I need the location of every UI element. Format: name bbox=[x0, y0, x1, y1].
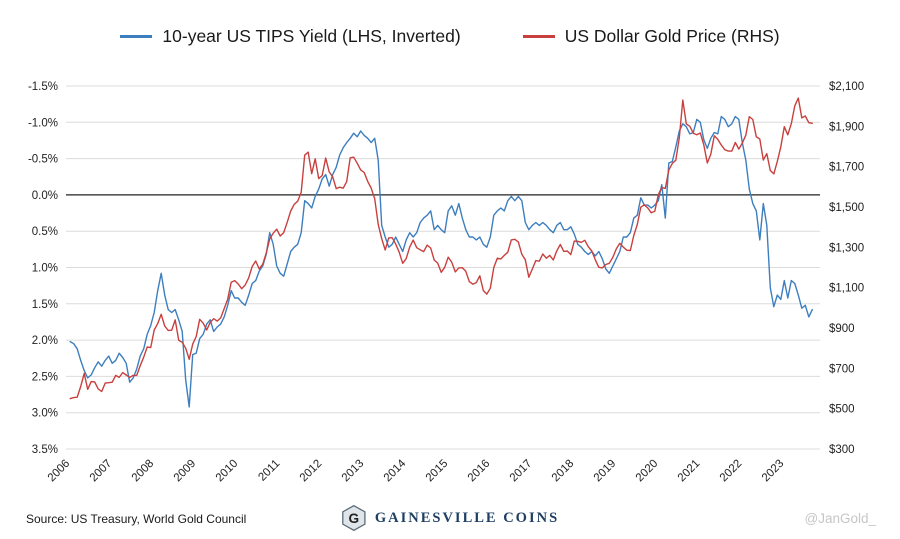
svg-text:2009: 2009 bbox=[172, 458, 199, 485]
tips-yield-vs-gold-line-chart: -1.5% -1.0% -0.5% 0.0% 0.5% 1.0% 1.5% 2.0% 2.5% 3… bbox=[28, 81, 864, 485]
svg-text:$1,700: $1,700 bbox=[829, 162, 864, 174]
svg-text:2014: 2014 bbox=[382, 457, 409, 484]
svg-text:2008: 2008 bbox=[130, 458, 157, 485]
svg-text:$2,100: $2,100 bbox=[829, 81, 864, 93]
svg-text:2010: 2010 bbox=[214, 458, 241, 485]
watermark: @JanGold_ bbox=[804, 511, 877, 526]
svg-text:3.5%: 3.5% bbox=[32, 444, 58, 456]
svg-text:$300: $300 bbox=[829, 444, 855, 456]
svg-text:2011: 2011 bbox=[256, 458, 282, 484]
legend-label-tips: 10-year US TIPS Yield (LHS, Inverted) bbox=[162, 26, 461, 46]
svg-text:2022: 2022 bbox=[718, 458, 745, 485]
svg-text:G: G bbox=[349, 511, 360, 526]
svg-text:-1.5%: -1.5% bbox=[28, 81, 58, 93]
svg-text:3.0%: 3.0% bbox=[32, 408, 58, 420]
svg-text:2006: 2006 bbox=[46, 458, 73, 485]
legend-swatch-gold-icon bbox=[522, 35, 555, 38]
svg-text:2012: 2012 bbox=[298, 458, 325, 485]
svg-text:$1,100: $1,100 bbox=[829, 283, 864, 295]
svg-text:2.5%: 2.5% bbox=[32, 371, 58, 383]
svg-text:2023: 2023 bbox=[760, 458, 787, 485]
svg-text:0.0%: 0.0% bbox=[32, 190, 58, 202]
svg-text:2017: 2017 bbox=[508, 458, 535, 485]
svg-text:2015: 2015 bbox=[424, 458, 451, 485]
svg-text:2018: 2018 bbox=[550, 458, 577, 485]
svg-text:2019: 2019 bbox=[592, 458, 619, 485]
svg-text:$500: $500 bbox=[829, 404, 855, 416]
svg-text:2021: 2021 bbox=[676, 458, 703, 485]
svg-text:$1,900: $1,900 bbox=[829, 121, 864, 133]
svg-text:2013: 2013 bbox=[340, 458, 367, 485]
svg-text:1.5%: 1.5% bbox=[32, 299, 58, 311]
svg-text:$1,500: $1,500 bbox=[829, 202, 864, 214]
legend-label-gold: US Dollar Gold Price (RHS) bbox=[564, 26, 780, 46]
legend-item-tips: 10-year US TIPS Yield (LHS, Inverted) bbox=[120, 26, 461, 47]
svg-text:$700: $700 bbox=[829, 363, 855, 375]
brand-logo: G Gainesville Coins bbox=[341, 505, 559, 531]
legend-swatch-tips-icon bbox=[120, 35, 153, 38]
legend-item-gold: US Dollar Gold Price (RHS) bbox=[522, 26, 780, 47]
svg-text:$900: $900 bbox=[829, 323, 855, 335]
svg-text:2.0%: 2.0% bbox=[32, 335, 58, 347]
svg-text:1.0%: 1.0% bbox=[32, 263, 58, 275]
svg-text:2007: 2007 bbox=[88, 458, 115, 485]
svg-text:-0.5%: -0.5% bbox=[28, 154, 58, 166]
svg-text:2016: 2016 bbox=[466, 458, 493, 485]
gainesville-coins-logo-icon: G bbox=[342, 505, 366, 531]
svg-text:2020: 2020 bbox=[634, 458, 661, 485]
chart-legend: 10-year US TIPS Yield (LHS, Inverted) US… bbox=[0, 26, 900, 47]
brand-name: Gainesville Coins bbox=[374, 509, 560, 526]
svg-text:-1.0%: -1.0% bbox=[28, 117, 58, 129]
svg-text:$1,300: $1,300 bbox=[829, 242, 864, 254]
source-note: Source: US Treasury, World Gold Council bbox=[26, 512, 247, 526]
svg-text:0.5%: 0.5% bbox=[32, 226, 58, 238]
